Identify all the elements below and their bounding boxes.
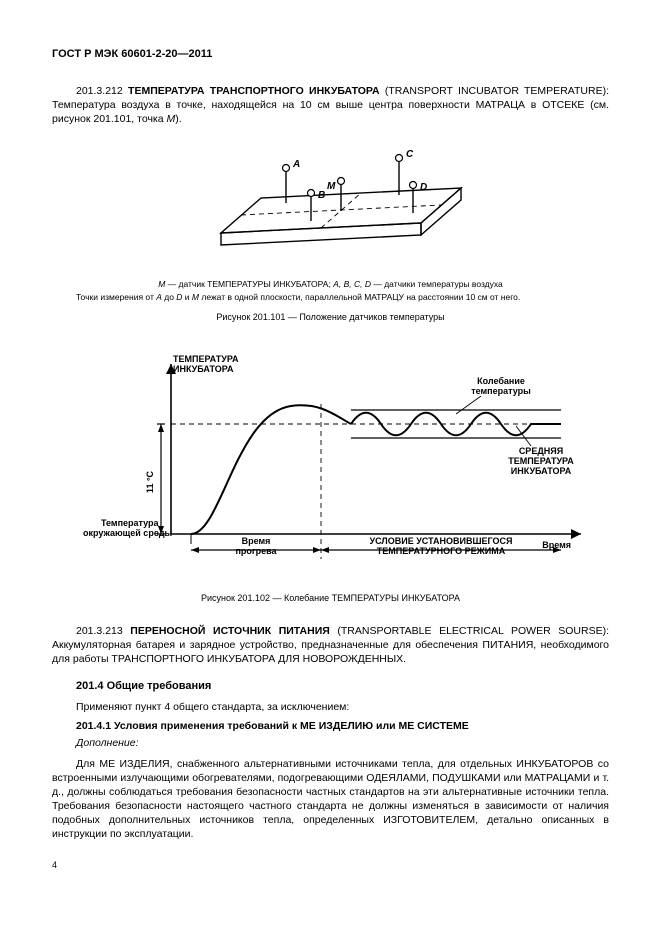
section-201-4-1-heading: 201.4.1 Условия применения требований к … <box>52 720 609 732</box>
svg-text:Время: Время <box>241 536 270 546</box>
svg-text:температуры: температуры <box>471 386 531 396</box>
fig1-n1-tail: — датчики температуры воздуха <box>371 279 503 289</box>
s2014-intro: Применяют пункт 4 общего стандарта, за и… <box>52 700 609 714</box>
svg-text:B: B <box>318 190 325 201</box>
para-213-num: 201.3.213 <box>76 625 123 637</box>
fig1-n1-mid: — датчик ТЕМПЕРАТУРЫ ИНКУБАТОРА; <box>165 279 333 289</box>
svg-text:Колебание: Колебание <box>477 376 525 386</box>
svg-text:прогрева: прогрева <box>235 546 277 556</box>
para-212-rest: Температура воздуха в точке, находящейся… <box>52 99 609 125</box>
svg-text:A: A <box>292 159 300 170</box>
svg-text:СРЕДНЯЯ: СРЕДНЯЯ <box>518 446 562 456</box>
section-201-4-heading: 201.4 Общие требования <box>52 680 609 692</box>
para-213-term: ПЕРЕНОСНОЙ ИСТОЧНИК ПИТАНИЯ <box>130 625 330 637</box>
para-212-num: 201.3.212 <box>76 85 123 97</box>
para-212-en: (TRANSPORT INCUBATOR TEMPERATURE): <box>380 85 609 97</box>
page-number: 4 <box>52 860 609 870</box>
fig2-caption: Рисунок 201.102 — Колебание ТЕМПЕРАТУРЫ … <box>52 592 609 604</box>
fig1-note-line1: М — датчик ТЕМПЕРАТУРЫ ИНКУБАТОРА; А, В,… <box>52 279 609 290</box>
svg-text:ИНКУБАТОРА: ИНКУБАТОРА <box>173 364 234 374</box>
para-212-tail: ). <box>175 113 181 125</box>
svg-text:D: D <box>420 182 427 193</box>
figure-1-svg: A C M B D <box>151 133 511 273</box>
svg-text:ИНКУБАТОРА: ИНКУБАТОРА <box>510 466 571 476</box>
svg-text:C: C <box>406 149 414 160</box>
fig1-note-line2: Точки измерения от А до D и М лежат в од… <box>52 292 609 303</box>
svg-text:ТЕМПЕРАТУРА: ТЕМПЕРАТУРА <box>173 354 239 364</box>
fig1-n2-m1: до <box>162 292 176 302</box>
svg-text:11 °C: 11 °C <box>145 470 155 493</box>
fig1-n2-m: М <box>192 292 199 302</box>
para-212-m: М <box>167 113 176 125</box>
fig1-caption: Рисунок 201.101 — Положение датчиков тем… <box>52 311 609 323</box>
para-212-term: ТЕМПЕРАТУРА ТРАНСПОРТНОГО ИНКУБАТОРА <box>128 85 380 97</box>
svg-text:M: M <box>327 181 336 192</box>
fig1-n2-pre: Точки измерения от <box>76 292 156 302</box>
svg-text:Температура: Температура <box>101 518 160 528</box>
svg-text:ТЕМПЕРАТУРНОГО РЕЖИМА: ТЕМПЕРАТУРНОГО РЕЖИМА <box>376 546 505 556</box>
para-213-en: (TRANSPORTABLE ELECTRICAL POWER SOURSE): <box>330 625 609 637</box>
para-213-rest: Аккумуляторная батарея и зарядное устрой… <box>52 639 609 665</box>
s2014-body: Для МЕ ИЗДЕЛИЯ, снабженного альтернативн… <box>52 757 609 842</box>
para-212: 201.3.212 ТЕМПЕРАТУРА ТРАНСПОРТНОГО ИНКУ… <box>52 84 609 127</box>
svg-text:ТЕМПЕРАТУРА: ТЕМПЕРАТУРА <box>508 456 574 466</box>
fig1-n1-abcd: А, В, С, D <box>333 279 371 289</box>
s2014-addition-label: Дополнение: <box>52 736 609 750</box>
svg-text:окружающей среды: окружающей среды <box>83 528 173 538</box>
fig1-n2-tail: лежат в одной плоскости, параллельной МА… <box>199 292 520 302</box>
figure-2-svg: ТЕМПЕРАТУРА ИНКУБАТОРА Время Температура… <box>61 344 601 584</box>
page: ГОСТ Р МЭК 60601-2-20—2011 201.3.212 ТЕМ… <box>0 0 661 910</box>
svg-text:УСЛОВИЕ УСТАНОВИВШЕГОСЯ: УСЛОВИЕ УСТАНОВИВШЕГОСЯ <box>369 536 512 546</box>
para-213: 201.3.213 ПЕРЕНОСНОЙ ИСТОЧНИК ПИТАНИЯ (T… <box>52 624 609 667</box>
fig1-n2-m2: и <box>182 292 191 302</box>
doc-header: ГОСТ Р МЭК 60601-2-20—2011 <box>52 48 609 60</box>
